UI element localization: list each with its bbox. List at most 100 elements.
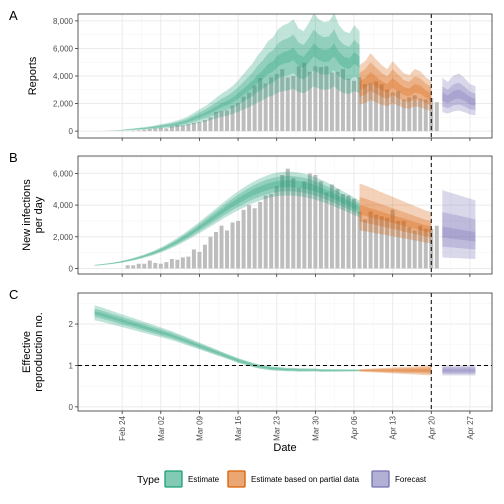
estimate-band [100,43,360,132]
bar [285,168,290,269]
bar [147,260,152,269]
bar [313,175,318,269]
bar [363,84,368,132]
bar [175,124,180,132]
panel-border [77,155,493,275]
bar [274,186,279,269]
bar [269,194,274,269]
bar [374,81,379,132]
bar [379,84,384,132]
bar [125,265,130,269]
bar [296,66,301,132]
bar [258,201,263,269]
legend-label-forecast: Forecast [395,475,427,484]
bar [147,129,152,132]
x-tick-label: Apr 06 [350,415,359,439]
estimate-band [100,13,360,132]
forecast-band [442,190,476,259]
bar [225,230,230,269]
bar [434,102,439,132]
bar [158,263,163,269]
forecast-band [442,82,476,111]
estimate-band [94,171,360,266]
y-tick-label: 6,000 [53,44,74,53]
legend-title: Type [137,474,160,486]
x-axis-title: Date [273,442,296,454]
bar [318,181,323,269]
bar [208,117,213,132]
partial-series [359,365,432,376]
bar [313,66,318,132]
panel-C: 0 1 2 Effective reproduction no. C [9,287,493,414]
legend-swatch-estimate [164,470,183,488]
y-tick-label: 4,000 [53,72,74,81]
partial-band [359,196,432,238]
bar [153,262,158,269]
bar [407,227,412,269]
bar [136,263,141,269]
bar [280,175,285,269]
bar [390,209,395,269]
bar [335,189,340,269]
bar [186,124,191,132]
estimate-band [100,29,360,132]
bar [169,126,174,132]
bar [340,194,345,269]
bar [252,85,257,132]
forecast-band [442,73,476,116]
partial-band [359,368,432,373]
panel-B: 0 2,000 4,000 6,000 New infections per day B [9,150,493,277]
x-tick-label: Mar 02 [157,415,166,440]
bar [263,83,268,132]
bar [379,216,384,269]
bar [357,211,362,269]
y-tick-label: 0 [69,403,74,412]
bar [307,71,312,132]
bar [230,222,235,269]
bar [180,257,185,269]
bar [401,99,406,132]
bar [191,249,196,269]
bar [285,77,290,132]
forecast-series [442,365,476,376]
bar [352,198,356,269]
bar [357,77,362,132]
bar [214,232,218,269]
bar [142,129,147,132]
y-tick-label: 2,000 [53,233,74,242]
bar [136,130,141,132]
bar [169,258,174,269]
estimate-band [94,305,360,372]
bar [423,228,428,269]
bar [252,208,257,269]
bar [352,80,356,132]
bar [346,195,351,269]
bar [324,66,329,132]
bar [164,128,169,132]
bar [175,259,180,269]
partial-series [359,183,432,244]
bar [280,69,285,132]
forecast-band [442,211,476,250]
bar [202,120,207,132]
forecast-band [442,365,476,376]
bar [197,251,202,269]
bar [197,122,202,132]
bar [418,98,423,132]
bar [396,220,401,269]
x-tick-label: Apr 13 [389,415,398,439]
bar [307,173,312,269]
bar [385,217,390,269]
bar [180,125,185,132]
panel-label: A [9,8,18,23]
bar [412,230,417,269]
forecast-series [442,73,476,116]
panel-label: B [9,150,18,165]
y-axis-title: Reports [27,56,39,95]
legend-label-estimate: Estimate [188,475,220,484]
bar [335,71,340,132]
bar [258,78,263,132]
bar [230,105,235,132]
bar [202,244,207,269]
